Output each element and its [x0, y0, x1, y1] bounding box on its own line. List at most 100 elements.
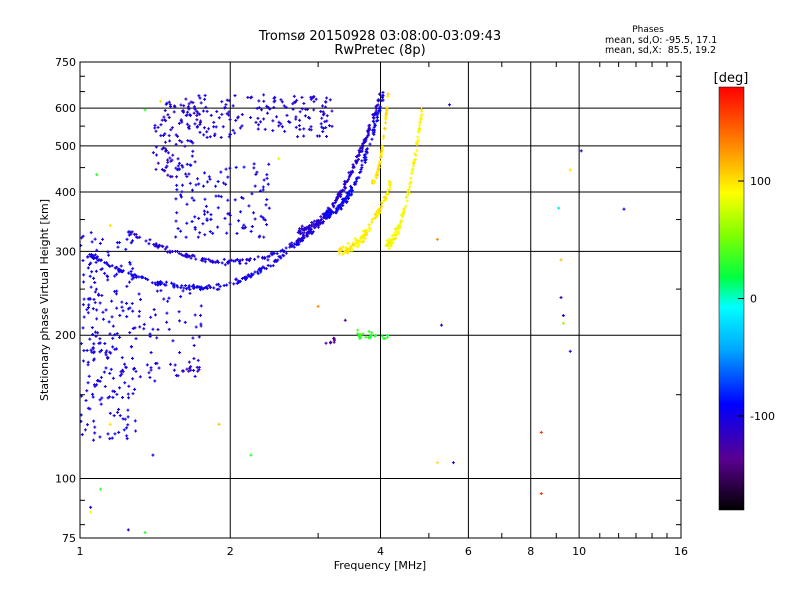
- data-point: [414, 153, 418, 157]
- data-point: [172, 110, 176, 114]
- scatter-point: [143, 108, 147, 112]
- data-point: [271, 119, 275, 123]
- data-point: [111, 336, 115, 340]
- data-point: [271, 129, 275, 133]
- data-point: [154, 242, 158, 246]
- data-point: [180, 109, 184, 113]
- data-point: [160, 244, 164, 248]
- data-point: [275, 115, 279, 119]
- data-point: [130, 277, 134, 281]
- data-point: [309, 95, 313, 99]
- data-point: [185, 122, 189, 126]
- data-point: [349, 170, 353, 174]
- y-tick-label: 100: [55, 473, 76, 486]
- data-point: [93, 290, 97, 294]
- data-point: [282, 254, 286, 258]
- data-point: [104, 353, 108, 357]
- data-point: [325, 96, 329, 100]
- data-point: [193, 313, 197, 317]
- data-point: [177, 161, 181, 165]
- data-point: [322, 112, 326, 116]
- data-point: [296, 230, 300, 234]
- data-point: [199, 258, 203, 262]
- data-point: [232, 259, 236, 263]
- data-point: [154, 129, 158, 133]
- data-point: [420, 113, 424, 117]
- data-point: [230, 258, 234, 262]
- data-point: [106, 355, 110, 359]
- data-point: [220, 100, 224, 104]
- data-point: [209, 213, 213, 217]
- data-point: [380, 96, 384, 100]
- data-point: [197, 182, 201, 186]
- data-point: [231, 128, 235, 132]
- data-point: [180, 284, 184, 288]
- data-point: [374, 109, 378, 113]
- data-point: [271, 264, 275, 268]
- data-point: [205, 109, 209, 113]
- data-point: [184, 235, 188, 239]
- data-point: [163, 140, 167, 144]
- data-point: [319, 219, 323, 223]
- data-point: [106, 396, 110, 400]
- data-point: [111, 395, 115, 399]
- scatter-point: [539, 430, 543, 434]
- chart-subtitle: RwPretec (8p): [334, 43, 425, 58]
- data-point: [180, 190, 184, 194]
- data-point: [101, 317, 105, 321]
- data-point: [91, 332, 95, 336]
- colorbar-tick-label: 0: [750, 293, 757, 306]
- data-point: [198, 96, 202, 100]
- data-point: [134, 275, 138, 279]
- data-point: [388, 183, 392, 187]
- data-point: [92, 357, 96, 361]
- scatter-point: [559, 258, 563, 262]
- data-point: [101, 310, 105, 314]
- data-point: [377, 109, 381, 113]
- data-point: [121, 417, 125, 421]
- data-point: [180, 163, 184, 167]
- data-point: [381, 93, 385, 97]
- data-point: [108, 332, 112, 336]
- data-point: [153, 126, 157, 130]
- data-point: [82, 349, 86, 353]
- data-point: [201, 109, 205, 113]
- data-point: [94, 269, 98, 273]
- data-point: [272, 100, 276, 104]
- data-point: [90, 326, 94, 330]
- data-point: [170, 158, 174, 162]
- data-point: [412, 161, 416, 165]
- data-point: [352, 164, 356, 168]
- data-point: [361, 332, 365, 336]
- data-point: [415, 140, 419, 144]
- data-point: [401, 213, 405, 217]
- data-point: [179, 195, 183, 199]
- data-point: [212, 125, 216, 129]
- data-point: [272, 105, 276, 109]
- data-point: [248, 257, 252, 261]
- data-point: [89, 231, 93, 235]
- data-point: [92, 419, 96, 423]
- data-point: [85, 348, 89, 352]
- data-point: [174, 197, 178, 201]
- data-point: [139, 298, 143, 302]
- data-point: [338, 193, 342, 197]
- data-point: [360, 236, 364, 240]
- data-point: [355, 176, 359, 180]
- data-point: [313, 226, 317, 230]
- data-point: [224, 167, 228, 171]
- data-point: [364, 232, 368, 236]
- data-point: [290, 241, 294, 245]
- data-point: [325, 114, 329, 118]
- data-point: [225, 283, 229, 287]
- data-point: [190, 154, 194, 158]
- data-point: [381, 136, 385, 140]
- data-point: [320, 125, 324, 129]
- data-point: [163, 132, 167, 136]
- data-point: [156, 125, 160, 129]
- data-point: [146, 278, 150, 282]
- data-point: [268, 107, 272, 111]
- data-point: [124, 366, 128, 370]
- data-point: [166, 160, 170, 164]
- data-point: [184, 113, 188, 117]
